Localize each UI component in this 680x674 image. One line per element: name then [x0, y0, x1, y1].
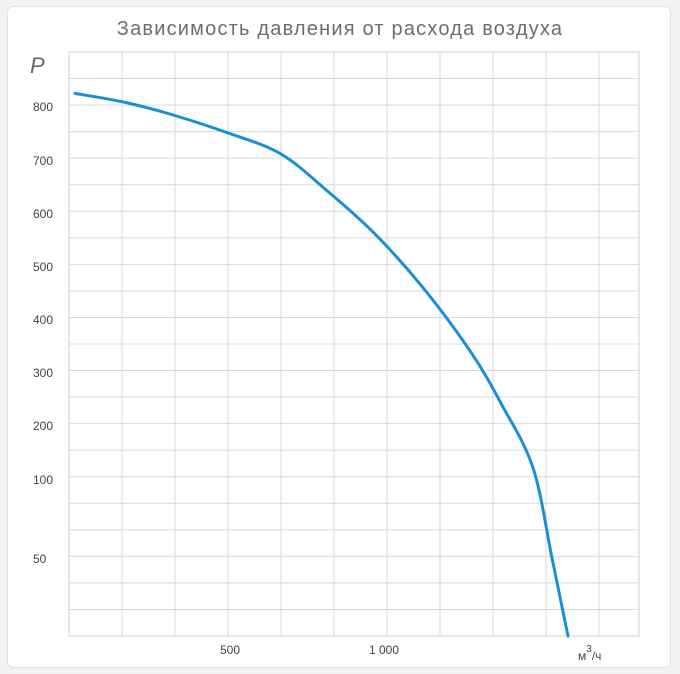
series-layer	[73, 91, 570, 638]
y-tick-label: 800	[33, 100, 53, 114]
y-tick-label: 500	[33, 260, 53, 274]
y-tick-label: 50	[33, 552, 47, 566]
y-tick-label: 300	[33, 366, 53, 380]
x-tick-label: 500	[220, 643, 240, 657]
plot-frame	[68, 51, 640, 637]
x-tick-label: 1 000	[369, 643, 399, 657]
x-axis-unit: м3/ч	[578, 644, 601, 663]
series-line	[73, 91, 570, 638]
y-tick-labels: 800 700 600 500 400 300 200 100 50	[33, 100, 53, 566]
chart-title: Зависимость давления от расхода воздуха	[116, 18, 564, 40]
x-tick-labels: 500 1 000	[220, 643, 399, 657]
x-unit-superscript: 3	[586, 644, 592, 655]
y-tick-label: 600	[33, 207, 53, 221]
x-unit-tail: /ч	[592, 649, 602, 663]
y-tick-label: 200	[33, 419, 53, 433]
grid-layer	[68, 51, 640, 637]
y-tick-label: 400	[33, 313, 53, 327]
chart-card	[7, 6, 671, 668]
y-axis-label: P	[30, 53, 45, 78]
y-tick-label: 100	[33, 473, 53, 487]
y-tick-label: 700	[33, 154, 53, 168]
x-unit-main: м	[578, 649, 586, 663]
